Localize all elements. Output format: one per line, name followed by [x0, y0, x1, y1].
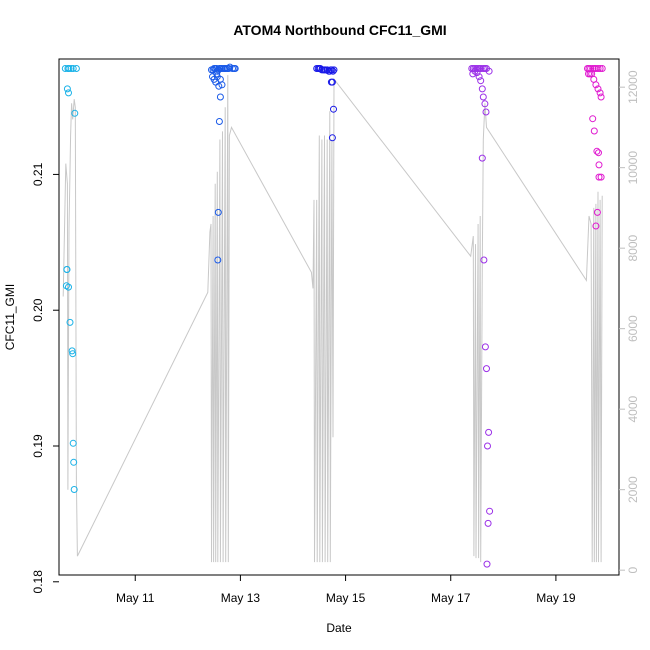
data-point	[216, 93, 224, 101]
y2-tick-label: 0	[626, 567, 640, 574]
data-point	[65, 283, 72, 291]
data-point	[214, 208, 222, 216]
data-point	[69, 350, 77, 358]
data-point	[595, 149, 602, 157]
series-1	[61, 65, 80, 493]
y-tick-label: 0.21	[31, 162, 45, 186]
data-point	[215, 82, 223, 90]
x-tick-label: May 19	[536, 591, 576, 605]
data-point	[214, 256, 222, 264]
x-tick-label: May 17	[431, 591, 471, 605]
y-tick-label: 0.18	[31, 570, 45, 594]
series-5	[584, 65, 606, 230]
data-point	[481, 100, 489, 108]
data-point	[71, 109, 79, 117]
data-point	[70, 486, 78, 493]
y-tick-label: 0.19	[31, 434, 45, 458]
data-point	[330, 105, 337, 113]
data-point	[484, 442, 491, 450]
data-point	[328, 66, 336, 74]
data-point	[63, 266, 71, 273]
x-tick-label: May 15	[326, 591, 366, 605]
data-point	[66, 318, 74, 326]
data-point	[594, 65, 602, 72]
data-point	[478, 85, 486, 93]
data-point	[213, 70, 221, 78]
data-point	[218, 81, 226, 89]
y2-axis: 0 2000 4000 6000 8000 10000 12000	[619, 70, 640, 574]
plot-area	[58, 58, 620, 576]
data-point	[328, 134, 336, 142]
data-point	[475, 73, 483, 81]
data-point	[63, 85, 71, 93]
data-point	[65, 89, 72, 97]
data-point	[596, 89, 604, 97]
data-point	[72, 65, 80, 72]
data-point	[479, 93, 487, 101]
data-point	[592, 81, 600, 89]
data-point	[67, 65, 75, 72]
data-point	[589, 115, 597, 123]
data-point	[597, 93, 605, 101]
data-point	[68, 347, 76, 355]
data-point	[65, 65, 73, 72]
data-point	[69, 65, 77, 72]
altitude-line	[62, 75, 603, 563]
data-point	[593, 147, 601, 155]
data-point	[595, 161, 603, 169]
data-point	[213, 67, 221, 75]
y2-tick-label: 6000	[626, 315, 640, 342]
data-point	[485, 67, 493, 75]
data-point	[593, 208, 601, 216]
data-point	[594, 85, 602, 93]
data-point	[598, 65, 606, 72]
y2-tick-label: 8000	[626, 235, 640, 262]
y2-tick-label: 12000	[626, 70, 640, 104]
data-point	[69, 439, 77, 447]
data-point	[484, 519, 492, 527]
y-axis: 0.18 0.19 0.20 0.21	[31, 162, 59, 593]
y-axis-label: CFC11_GMI	[3, 284, 17, 350]
data-point	[485, 428, 493, 436]
data-point	[483, 560, 491, 568]
chart-title: ATOM4 Northbound CFC11_GMI	[233, 22, 446, 38]
data-point	[597, 173, 605, 181]
y2-tick-label: 10000	[626, 151, 640, 185]
data-point	[481, 343, 489, 351]
points-layer	[61, 63, 606, 568]
altitude-layer	[62, 75, 603, 563]
series-4	[468, 65, 494, 568]
data-point	[329, 67, 337, 75]
data-point	[482, 108, 490, 116]
data-point	[592, 222, 600, 230]
data-point	[486, 507, 494, 515]
y-tick-label: 0.20	[31, 298, 45, 322]
x-tick-label: May 13	[221, 591, 261, 605]
data-point	[477, 77, 485, 85]
series-3	[313, 65, 338, 142]
series-2	[208, 63, 239, 264]
data-point	[590, 127, 598, 135]
x-axis-label: Date	[326, 621, 352, 635]
data-point	[483, 365, 490, 373]
data-point	[70, 458, 78, 466]
data-point	[478, 154, 486, 162]
data-point	[595, 173, 603, 181]
data-point	[328, 78, 336, 86]
data-point	[215, 118, 223, 125]
data-point	[231, 65, 239, 72]
data-point	[330, 66, 338, 74]
x-axis: May 11 May 13 May 15 May 17 May 19	[116, 575, 576, 605]
y2-tick-label: 4000	[626, 396, 640, 423]
data-point	[473, 69, 481, 77]
y2-tick-label: 2000	[626, 476, 640, 503]
x-tick-label: May 11	[116, 591, 155, 605]
data-point	[480, 256, 488, 264]
data-point	[596, 65, 604, 72]
data-point	[477, 65, 485, 72]
